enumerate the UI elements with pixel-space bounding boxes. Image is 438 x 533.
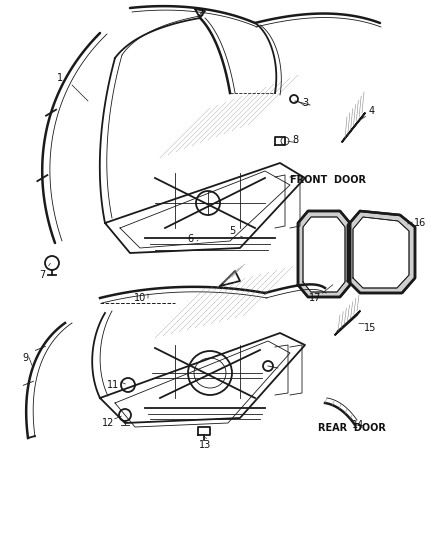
Text: 10: 10 (134, 293, 146, 303)
Text: 13: 13 (198, 440, 211, 450)
Text: 2: 2 (196, 8, 203, 18)
Text: 14: 14 (351, 420, 363, 430)
Text: 17: 17 (308, 293, 321, 303)
Polygon shape (347, 211, 414, 293)
Text: REAR  DOOR: REAR DOOR (317, 423, 385, 433)
Text: 4: 4 (368, 106, 374, 116)
Polygon shape (297, 211, 349, 297)
Text: FRONT  DOOR: FRONT DOOR (290, 175, 365, 185)
Text: 9: 9 (22, 353, 28, 363)
Text: 8: 8 (291, 135, 297, 145)
Text: 6: 6 (187, 234, 193, 244)
Text: 7: 7 (39, 270, 45, 280)
Polygon shape (334, 311, 359, 335)
Text: 12: 12 (102, 418, 114, 428)
Text: 1: 1 (57, 73, 63, 83)
Polygon shape (341, 113, 364, 142)
Text: 11: 11 (106, 380, 119, 390)
Text: 3: 3 (301, 98, 307, 108)
Text: 15: 15 (363, 323, 375, 333)
Text: 16: 16 (413, 218, 425, 228)
Text: 5: 5 (228, 226, 235, 236)
